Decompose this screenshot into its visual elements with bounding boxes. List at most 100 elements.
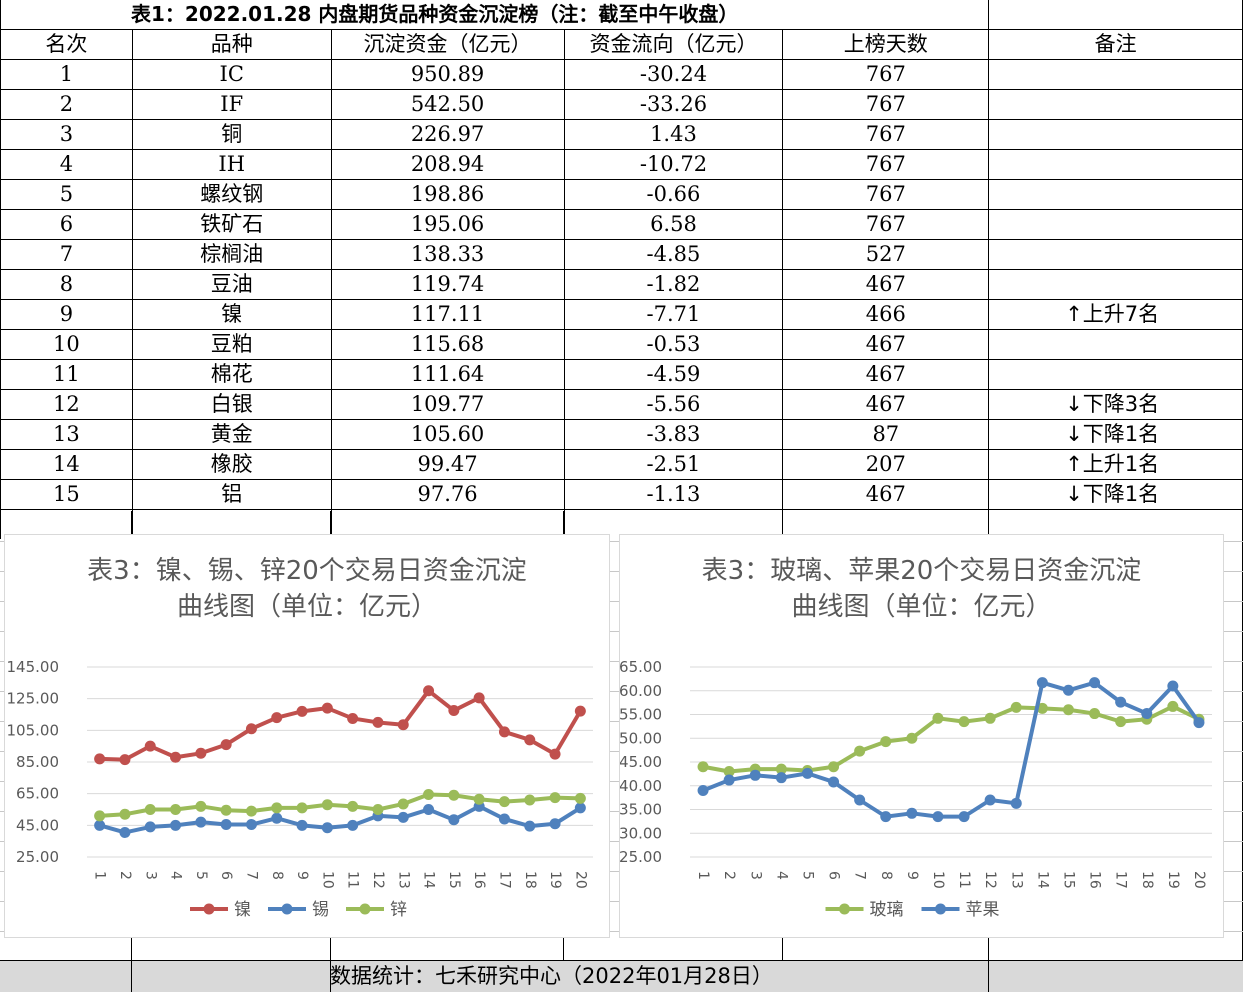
data-point — [1089, 677, 1101, 689]
x-tick-label: 10 — [930, 871, 946, 889]
data-point — [195, 816, 207, 828]
data-point — [549, 792, 561, 804]
cell-fund: 109.77 — [330, 389, 565, 420]
data-point — [828, 776, 840, 788]
cell-note — [988, 59, 1243, 90]
cell-days: 767 — [782, 149, 990, 180]
cell-name: 螺纹钢 — [131, 179, 332, 210]
cell-rank: 5 — [0, 179, 133, 210]
x-tick-label: 8 — [269, 871, 285, 880]
data-point — [854, 794, 866, 806]
data-point — [347, 712, 359, 724]
y-tick-label: 85.00 — [16, 753, 59, 771]
x-tick-label: 12 — [370, 871, 386, 889]
cell-rank: 10 — [0, 329, 133, 360]
x-tick-label: 12 — [982, 871, 998, 889]
table-row: 8 豆油 119.74 -1.82 467 — [0, 269, 1243, 300]
data-point — [958, 811, 970, 823]
cell-name: IF — [131, 89, 332, 120]
cell-fund: 99.47 — [330, 449, 565, 480]
x-tick-label: 2 — [117, 871, 133, 880]
data-point — [749, 769, 761, 781]
cell-flow: -1.13 — [563, 479, 784, 510]
y-tick-label: 105.00 — [7, 721, 60, 739]
cell-flow: -30.24 — [563, 59, 784, 90]
cell-flow: -7.71 — [563, 299, 784, 330]
data-point — [296, 819, 308, 831]
cell-days: 467 — [782, 359, 990, 390]
data-point — [524, 734, 536, 746]
cell-flow: -4.59 — [563, 359, 784, 390]
legend-label: 锌 — [390, 900, 407, 920]
data-point — [296, 705, 308, 717]
cell-flow: 1.43 — [563, 119, 784, 150]
cell-note — [988, 119, 1243, 150]
data-point — [1167, 680, 1179, 692]
cell-rank: 7 — [0, 239, 133, 270]
data-point — [321, 822, 333, 834]
cell-note — [988, 239, 1243, 270]
data-point — [170, 819, 182, 831]
cell-name: 豆粕 — [131, 329, 332, 360]
data-point — [372, 804, 384, 815]
cell-name: 白银 — [131, 389, 332, 420]
cell-days: 767 — [782, 179, 990, 210]
x-tick-label: 2 — [721, 871, 737, 880]
cell-rank: 4 — [0, 149, 133, 180]
cell-rank: 14 — [0, 449, 133, 480]
cell-days: 767 — [782, 59, 990, 90]
y-tick-label: 50.00 — [620, 729, 662, 747]
legend-marker — [281, 903, 293, 915]
data-point — [473, 692, 485, 704]
table-row: 11 棉花 111.64 -4.59 467 — [0, 359, 1243, 390]
cell-flow: -3.83 — [563, 419, 784, 450]
cell-rank: 8 — [0, 269, 133, 300]
cell-name: IC — [131, 59, 332, 90]
x-tick-label: 11 — [956, 871, 972, 889]
data-point — [932, 811, 944, 823]
data-point — [775, 763, 787, 775]
chart-title-line: 表3：镍、锡、锌20个交易日资金沉淀 — [87, 556, 527, 586]
cell-name: 铁矿石 — [131, 209, 332, 240]
x-tick-label: 16 — [1087, 871, 1103, 889]
chart-title-line: 曲线图（单位：亿元） — [177, 592, 437, 622]
legend-marker — [359, 903, 371, 915]
data-point — [775, 772, 787, 784]
chart-glass-apple-svg: 表3：玻璃、苹果20个交易日资金沉淀曲线图（单位：亿元）25.0030.0035… — [620, 556, 1212, 920]
x-tick-label: 17 — [496, 871, 512, 889]
data-point — [271, 812, 283, 824]
column-header: 上榜天数 — [782, 29, 990, 60]
chart-glass-apple: 表3：玻璃、苹果20个交易日资金沉淀 曲线图（单位：亿元） 25.00 30.00 35… — [619, 534, 1224, 938]
y-tick-label: 125.00 — [7, 690, 60, 708]
table-title: 表1：2022.01.28 内盘期货品种资金沉淀榜（注：截至中午收盘） — [0, 0, 990, 30]
x-tick-label: 18 — [1139, 871, 1155, 889]
data-point — [723, 766, 735, 777]
data-point — [1141, 708, 1153, 720]
y-tick-label: 25.00 — [620, 848, 662, 866]
data-point — [697, 785, 709, 796]
cell-fund: 195.06 — [330, 209, 565, 240]
cell-fund: 105.60 — [330, 419, 565, 450]
data-point — [498, 796, 510, 808]
data-point — [170, 804, 182, 815]
data-point — [448, 814, 460, 826]
chart-title-line: 曲线图（单位：亿元） — [791, 592, 1051, 622]
data-point — [906, 807, 918, 819]
data-point — [723, 774, 735, 786]
x-tick-label: 5 — [193, 871, 209, 880]
data-point — [423, 804, 435, 815]
data-point — [574, 802, 586, 814]
table-row: 9 镍 117.11 -7.71 466 ↑上升7名 — [0, 299, 1243, 330]
cell-note — [988, 179, 1243, 210]
x-tick-label: 15 — [1060, 871, 1076, 889]
x-tick-label: 9 — [294, 871, 310, 880]
cell-note: ↑上升1名 — [988, 449, 1243, 480]
cell-fund: 950.89 — [330, 59, 565, 90]
cell-days: 467 — [782, 479, 990, 510]
cell-note: ↓下降1名 — [988, 479, 1243, 510]
data-point — [195, 747, 207, 759]
data-point — [697, 761, 709, 773]
cell-days: 767 — [782, 89, 990, 120]
x-tick-label: 20 — [1191, 871, 1207, 889]
